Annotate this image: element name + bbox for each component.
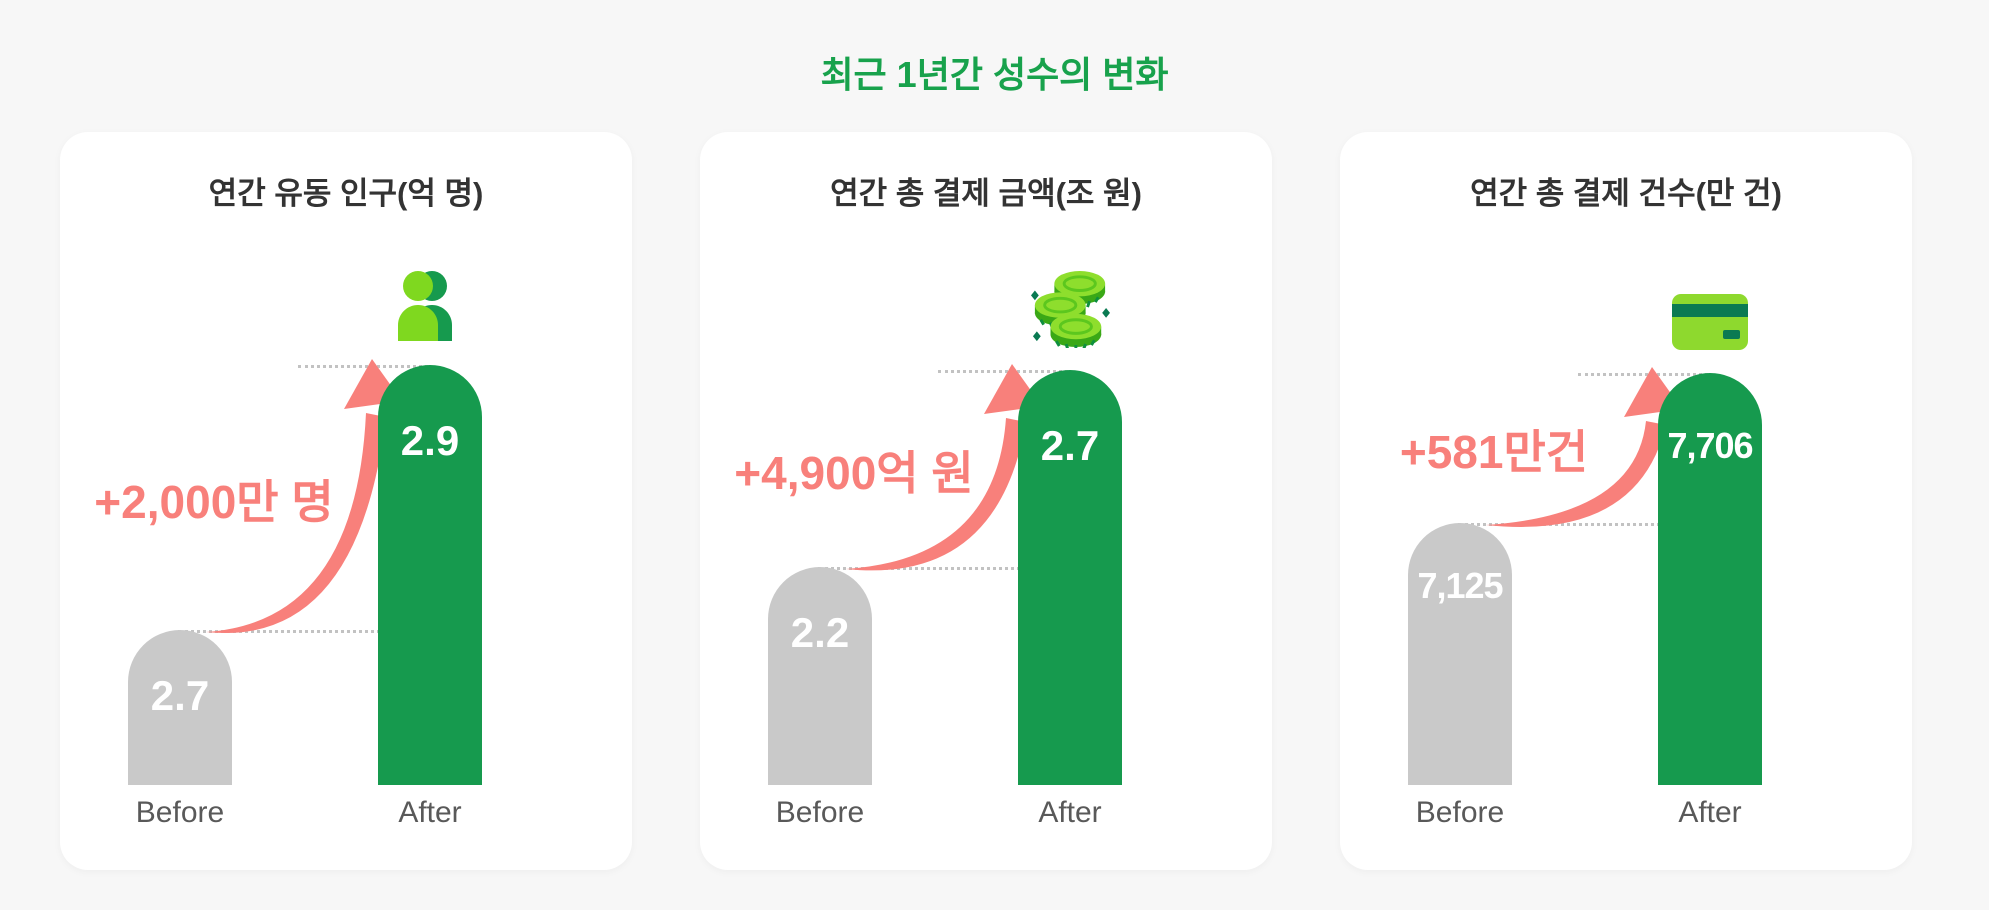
page-title: 최근 1년간 성수의 변화 bbox=[820, 54, 1169, 96]
after-value: 7,706 bbox=[1667, 425, 1753, 466]
card-title: 연간 총 결제 건수(만 건) bbox=[1470, 176, 1782, 211]
growth-annotation: +581만건 bbox=[1399, 426, 1589, 478]
growth-annotation: +4,900억 원 bbox=[734, 446, 974, 499]
before-label: Before bbox=[775, 796, 865, 829]
after-bar: 2.9 bbox=[378, 365, 482, 785]
card-title: 연간 총 결제 금액(조 원) bbox=[830, 176, 1142, 211]
before-value: 2.7 bbox=[150, 672, 210, 719]
after-label: After bbox=[1038, 796, 1102, 829]
before-bar: 7,125 bbox=[1408, 523, 1512, 785]
before-label: Before bbox=[1415, 796, 1505, 829]
after-label: After bbox=[398, 796, 462, 829]
before-value: 7,125 bbox=[1417, 565, 1503, 606]
before-bar: 2.2 bbox=[768, 567, 872, 785]
after-bar: 2.7 bbox=[1018, 370, 1122, 785]
cards-row: 연간 유동 인구(억 명) +2,000만 명 2.7 2.9 bbox=[60, 132, 1912, 870]
credit-card-icon bbox=[1668, 273, 1752, 351]
metric-card-payment-amount: 연간 총 결제 금액(조 원) +4,900억 원 2.2 2.7 bbox=[700, 132, 1272, 870]
person-icon bbox=[388, 265, 472, 343]
after-value: 2.9 bbox=[400, 417, 460, 464]
growth-annotation: +2,000만 명 bbox=[94, 475, 334, 528]
before-bar: 2.7 bbox=[128, 630, 232, 785]
after-bar: 7,706 bbox=[1658, 373, 1762, 785]
after-value: 2.7 bbox=[1040, 422, 1100, 469]
before-value: 2.2 bbox=[790, 609, 850, 656]
coins-icon bbox=[1028, 270, 1112, 348]
card-title: 연간 유동 인구(억 명) bbox=[208, 176, 484, 211]
before-label: Before bbox=[135, 796, 225, 829]
metric-card-payment-count: 연간 총 결제 건수(만 건) +581만건 7,125 7,706 Befor… bbox=[1340, 132, 1912, 870]
after-label: After bbox=[1678, 796, 1742, 829]
metric-card-population: 연간 유동 인구(억 명) +2,000만 명 2.7 2.9 bbox=[60, 132, 632, 870]
